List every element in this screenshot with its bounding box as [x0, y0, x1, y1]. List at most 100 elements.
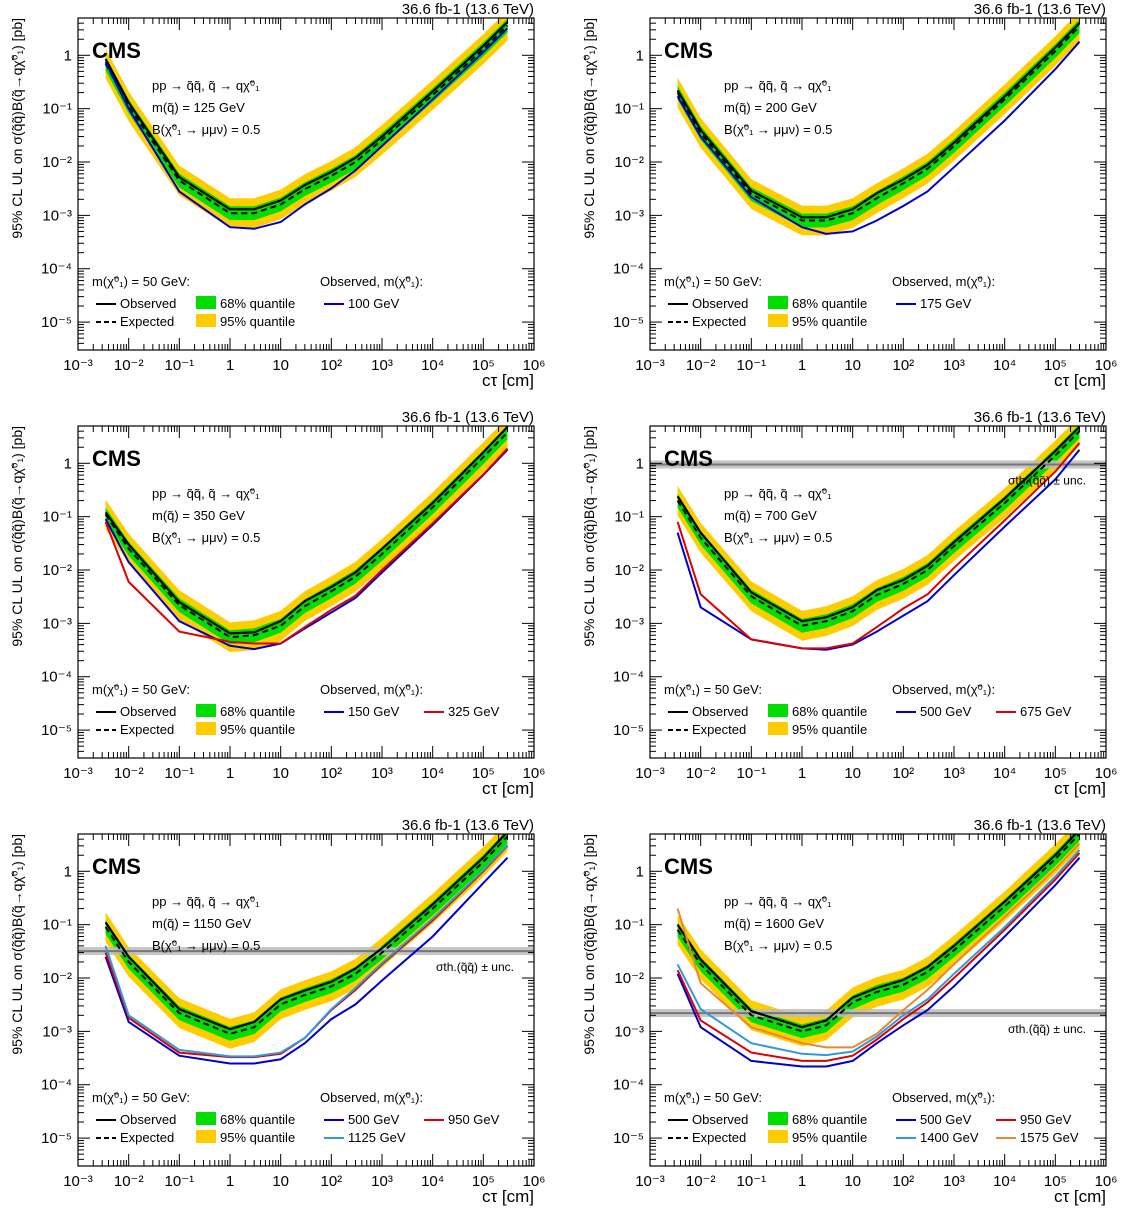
legend-68-swatch [768, 704, 788, 717]
y-tick-label: 10⁻³ [614, 615, 644, 632]
x-tick-label: 10⁵ [1044, 765, 1067, 782]
y-tick-label: 10⁻² [42, 970, 72, 987]
y-tick-label: 10⁻⁵ [613, 722, 644, 739]
x-tick-label: 10⁶ [1095, 357, 1118, 374]
process-text-line: pp → q̃q̃, q̃ → qχ̃⁰₁ [724, 894, 832, 909]
legend-expected-label: Expected [692, 722, 746, 737]
legend-68-swatch [196, 1112, 216, 1125]
observed-series-500-gev [104, 857, 509, 1065]
x-tick-label: 10⁵ [472, 357, 495, 374]
x-tick-label: 10⁴ [993, 1173, 1016, 1190]
legend-95-label: 95% quantile [220, 1130, 295, 1145]
y-axis-label: 95% CL UL on σ(q̃q̃)B(q̃→qχ̃⁰₁) [pb] [581, 834, 597, 1055]
cms-label: CMS [664, 854, 713, 879]
x-axis-label: cτ [cm] [482, 371, 534, 390]
cms-label: CMS [92, 446, 141, 471]
x-tick-label: 10⁻¹ [165, 357, 195, 374]
process-text-line: m(q̃) = 1600 GeV [724, 916, 824, 931]
axes-frame [77, 833, 535, 1167]
lumi-label: 36.6 fb-1 (13.6 TeV) [974, 409, 1106, 426]
x-tick-label: 10⁻² [114, 357, 144, 374]
chart-panel-4: σth.(q̃q̃) ± unc. 10⁻³ 10⁻² 10⁻¹ 1 10 10² 10³ 10… [581, 409, 1117, 798]
expected-line [104, 835, 509, 1035]
process-text-line: pp → q̃q̃, q̃ → qχ̃⁰₁ [152, 486, 260, 501]
x-tick-label: 10⁻¹ [737, 357, 767, 374]
legend-expected-label: Expected [692, 1130, 746, 1145]
y-axis-label: 95% CL UL on σ(q̃q̃)B(q̃→qχ̃⁰₁) [pb] [9, 426, 25, 647]
observed-series-1400-gev [676, 849, 1081, 1057]
legend-series-label: 950 GeV [1020, 1112, 1072, 1127]
legend-series-label: 675 GeV [1020, 704, 1072, 719]
x-tick-label: 10³ [943, 765, 965, 782]
expected-line [104, 431, 509, 639]
plot-area [104, 426, 509, 653]
band-95-quantile [677, 834, 1080, 1047]
y-tick-label: 10⁻¹ [42, 101, 72, 118]
y-tick-label: 10⁻⁵ [41, 1130, 72, 1147]
x-tick-label: 10⁻¹ [165, 1173, 195, 1190]
y-tick-label: 1 [636, 455, 644, 472]
legend-header-left: m(χ̃⁰₁) = 50 GeV: [92, 274, 190, 289]
x-tick-label: 10³ [371, 1173, 393, 1190]
process-text-line: B(χ̃⁰₁ → μμν) = 0.5 [724, 938, 832, 953]
legend-header-left: m(χ̃⁰₁) = 50 GeV: [664, 274, 762, 289]
x-tick-label: 10⁻³ [635, 357, 665, 374]
y-tick-label: 10⁻⁵ [613, 1130, 644, 1147]
x-tick-label: 10³ [371, 357, 393, 374]
y-tick-label: 1 [636, 863, 644, 880]
x-tick-label: 10 [272, 765, 289, 782]
legend-68-label: 68% quantile [792, 1112, 867, 1127]
observed-series-150-gev [104, 449, 509, 651]
xsec-theory-label: σth.(q̃q̃) ± unc. [1008, 473, 1086, 487]
y-tick-label: 10⁻² [42, 154, 72, 171]
legend-95-swatch [768, 314, 788, 327]
legend-95-swatch [196, 1130, 216, 1143]
observed-series-950-gev [676, 852, 1081, 1062]
x-tick-label: 1 [226, 1173, 234, 1190]
legend-68-swatch [768, 1112, 788, 1125]
legend-95-swatch [196, 722, 216, 735]
process-text-line: pp → q̃q̃, q̃ → qχ̃⁰₁ [724, 78, 832, 93]
plot-area [650, 834, 1106, 1068]
x-tick-label: 10⁶ [523, 357, 546, 374]
x-tick-label: 10⁻² [686, 357, 716, 374]
process-text-line: B(χ̃⁰₁ → μμν) = 0.5 [152, 122, 260, 137]
y-tick-label: 10⁻³ [614, 207, 644, 224]
y-tick-label: 10⁻³ [42, 615, 72, 632]
y-tick-label: 10⁻¹ [42, 917, 72, 934]
expected-line [676, 25, 1081, 222]
legend-95-swatch [768, 722, 788, 735]
legend-68-swatch [196, 296, 216, 309]
axes-frame [649, 17, 1107, 351]
legend-68-label: 68% quantile [220, 704, 295, 719]
x-tick-label: 10⁶ [1095, 1173, 1118, 1190]
x-tick-label: 10² [320, 357, 342, 374]
axes-frame [649, 833, 1107, 1167]
legend-68-swatch [768, 296, 788, 309]
legend-header-right: Observed, m(χ̃⁰₁): [320, 1090, 423, 1105]
band-95-quantile [105, 18, 508, 228]
legend-68-label: 68% quantile [792, 296, 867, 311]
lumi-label: 36.6 fb-1 (13.6 TeV) [402, 1, 534, 18]
observed-line [676, 22, 1081, 219]
x-tick-label: 1 [798, 357, 806, 374]
xsec-theory-label: σth.(q̃q̃) ± unc. [436, 960, 514, 974]
x-tick-label: 10⁵ [472, 1173, 495, 1190]
lumi-label: 36.6 fb-1 (13.6 TeV) [974, 1, 1106, 18]
band-68-quantile [677, 834, 1080, 1039]
plot-area [104, 18, 509, 230]
y-tick-label: 1 [636, 47, 644, 64]
x-tick-label: 10² [892, 357, 914, 374]
legend-95-label: 95% quantile [792, 722, 867, 737]
process-text-line: m(q̃) = 350 GeV [152, 508, 245, 523]
x-tick-label: 10⁻³ [635, 765, 665, 782]
legend-series-label: 325 GeV [448, 704, 500, 719]
y-tick-label: 10⁻² [614, 562, 644, 579]
chart-panel-6: σth.(q̃q̃) ± unc. 10⁻³ 10⁻² 10⁻¹ 1 10 10² 10³ 10… [581, 817, 1117, 1206]
legend-series-label: 500 GeV [920, 704, 972, 719]
lumi-label: 36.6 fb-1 (13.6 TeV) [974, 817, 1106, 834]
legend-95-label: 95% quantile [220, 722, 295, 737]
lumi-label: 36.6 fb-1 (13.6 TeV) [402, 409, 534, 426]
legend-header-left: m(χ̃⁰₁) = 50 GeV: [92, 682, 190, 697]
